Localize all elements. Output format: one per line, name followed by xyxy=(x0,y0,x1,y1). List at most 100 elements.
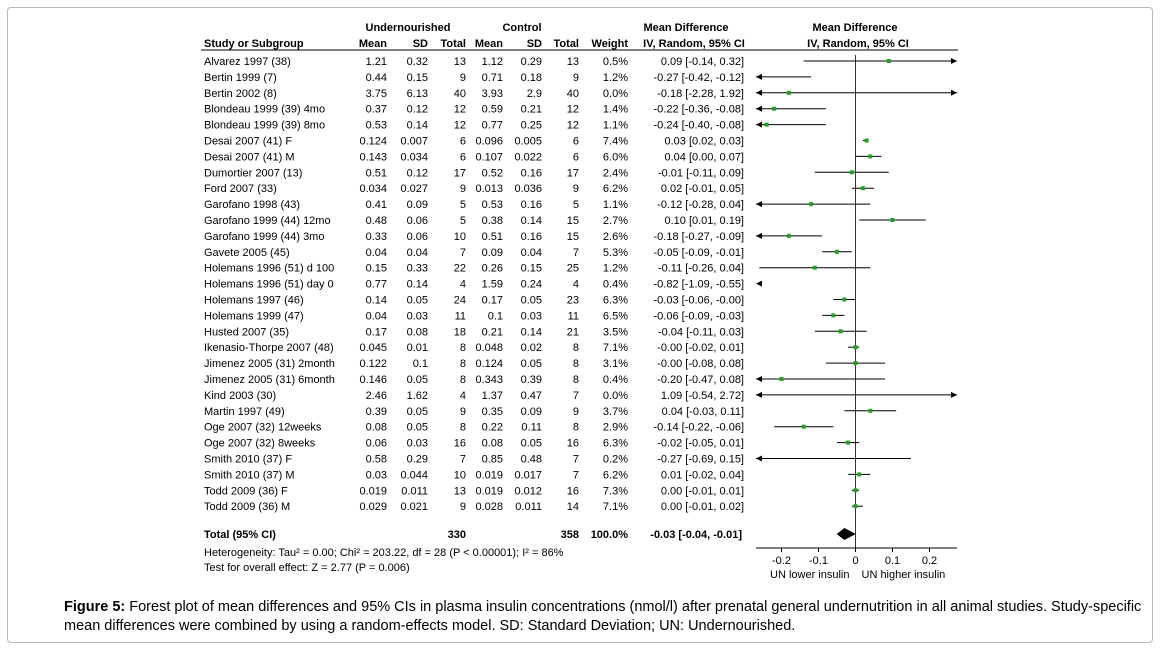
cell-n1: 4 xyxy=(460,279,466,291)
cell-sd2: 0.18 xyxy=(521,72,542,84)
effect-marker xyxy=(764,122,769,127)
cell-n2: 9 xyxy=(573,183,579,195)
cell-ci_text: -0.06 [-0.09, -0.03] xyxy=(654,310,745,322)
cell-sd2: 0.14 xyxy=(521,215,542,227)
cell-name: Desai 2007 (41) F xyxy=(204,136,292,148)
effect-marker xyxy=(853,504,858,509)
overall-effect-text: Test for overall effect: Z = 2.77 (P = 0… xyxy=(204,562,410,574)
cell-n1: 10 xyxy=(454,469,466,481)
cell-m1: 0.04 xyxy=(366,247,387,259)
cell-n1: 7 xyxy=(460,454,466,466)
cell-n2: 15 xyxy=(567,215,579,227)
cell-sd2: 0.39 xyxy=(521,374,542,386)
ci-arrow-left xyxy=(756,121,762,128)
cell-weight: 1.2% xyxy=(603,72,628,84)
effect-marker xyxy=(801,424,806,429)
cell-ci_text: -0.20 [-0.47, 0.08] xyxy=(657,374,744,386)
x-tick-label: 0 xyxy=(852,555,858,567)
effect-marker xyxy=(849,170,854,175)
cell-n2: 7 xyxy=(573,247,579,259)
cell-n1: 24 xyxy=(454,295,466,307)
cell-ci_text: 0.09 [-0.14, 0.32] xyxy=(661,56,744,68)
cell-m2: 3.93 xyxy=(482,88,503,100)
cell-m2: 0.048 xyxy=(475,342,503,354)
cell-n1: 8 xyxy=(460,358,466,370)
cell-m1: 0.77 xyxy=(366,279,387,291)
cell-n2: 7 xyxy=(573,469,579,481)
cell-m2: 0.85 xyxy=(482,454,503,466)
cell-sd2: 2.9 xyxy=(527,88,542,100)
cell-m2: 0.028 xyxy=(475,501,503,513)
cell-n1: 13 xyxy=(454,485,466,497)
cell-n1: 5 xyxy=(460,215,466,227)
cell-m2: 0.019 xyxy=(475,485,503,497)
cell-sd2: 0.04 xyxy=(521,247,542,259)
cell-m2: 0.1 xyxy=(488,310,503,322)
cell-sd1: 0.05 xyxy=(407,374,428,386)
cell-m1: 2.46 xyxy=(366,390,387,402)
cell-sd1: 0.06 xyxy=(407,231,428,243)
cell-ci_text: 0.03 [0.02, 0.03] xyxy=(664,136,744,148)
effect-marker xyxy=(857,472,862,477)
ci-arrow-left xyxy=(756,73,762,80)
study-rows: Alvarez 1997 (38) 1.21 0.32 13 1.12 0.29 13 0.5… xyxy=(204,56,744,513)
cell-n2: 14 xyxy=(567,501,579,513)
cell-ci_text: 0.04 [0.00, 0.07] xyxy=(664,151,744,163)
cell-m1: 0.124 xyxy=(359,136,387,148)
cell-ci_text: -0.11 [-0.26, 0.04] xyxy=(658,263,744,275)
cell-m1: 0.146 xyxy=(359,374,387,386)
cell-weight: 0.4% xyxy=(603,374,628,386)
cell-ci_text: 0.00 [-0.01, 0.02] xyxy=(661,501,744,513)
cell-weight: 0.2% xyxy=(603,454,628,466)
cell-ci_text: -0.18 [-2.28, 1.92] xyxy=(657,88,744,100)
cell-weight: 5.3% xyxy=(603,247,628,259)
effect-marker xyxy=(853,345,858,350)
cell-weight: 0.4% xyxy=(603,279,628,291)
cell-m2: 0.17 xyxy=(482,295,503,307)
cell-ci_text: -0.18 [-0.27, -0.09] xyxy=(654,231,745,243)
cell-m2: 1.37 xyxy=(482,390,503,402)
cell-sd1: 0.03 xyxy=(407,438,428,450)
cell-ci_text: 0.10 [0.01, 0.19] xyxy=(664,215,744,227)
effect-marker xyxy=(779,377,784,381)
cell-sd2: 0.05 xyxy=(521,438,542,450)
ci-arrow-right xyxy=(951,391,957,398)
cell-sd1: 1.62 xyxy=(407,390,428,402)
figure-frame xyxy=(7,7,1153,643)
effect-marker xyxy=(886,59,891,63)
cell-name: Kind 2003 (30) xyxy=(204,390,276,402)
plot-area: -0.2 -0.1 0 0.1 0.2 UN lower insulin UN higher… xyxy=(756,55,957,581)
cell-sd1: 0.1 xyxy=(413,358,428,370)
cell-m1: 0.39 xyxy=(366,406,387,418)
cell-sd1: 0.14 xyxy=(407,120,428,132)
effect-marker xyxy=(772,106,777,111)
cell-weight: 6.2% xyxy=(603,469,628,481)
cell-m1: 0.019 xyxy=(359,485,387,497)
mean2-header: Mean xyxy=(475,38,503,50)
effect-marker xyxy=(812,265,817,270)
cell-weight: 1.1% xyxy=(603,199,628,211)
cell-m1: 0.143 xyxy=(359,151,387,163)
cell-ci_text: -0.00 [-0.02, 0.01] xyxy=(657,342,744,354)
cell-n1: 16 xyxy=(454,438,466,450)
cell-n1: 4 xyxy=(460,390,466,402)
cell-sd2: 0.09 xyxy=(521,406,542,418)
cell-name: Holemans 1999 (47) xyxy=(204,310,304,322)
cell-name: Oge 2007 (32) 12weeks xyxy=(204,422,322,434)
cell-n2: 4 xyxy=(573,279,579,291)
study-header: Study or Subgroup xyxy=(204,38,304,50)
cell-sd1: 0.12 xyxy=(407,167,428,179)
cell-name: Husted 2007 (35) xyxy=(204,326,289,338)
cell-sd2: 0.14 xyxy=(521,326,542,338)
cell-ci_text: -0.00 [-0.08, 0.08] xyxy=(657,358,744,370)
cell-m1: 1.21 xyxy=(366,56,387,68)
cell-n2: 15 xyxy=(567,231,579,243)
effect-marker xyxy=(786,233,791,238)
cell-n2: 17 xyxy=(567,167,579,179)
effect-marker xyxy=(786,90,791,95)
cell-m1: 0.034 xyxy=(359,183,387,195)
cell-n2: 8 xyxy=(573,422,579,434)
cell-name: Oge 2007 (32) 8weeks xyxy=(204,438,316,450)
effect-marker xyxy=(868,408,873,413)
cell-name: Ikenasio-Thorpe 2007 (48) xyxy=(204,342,334,354)
